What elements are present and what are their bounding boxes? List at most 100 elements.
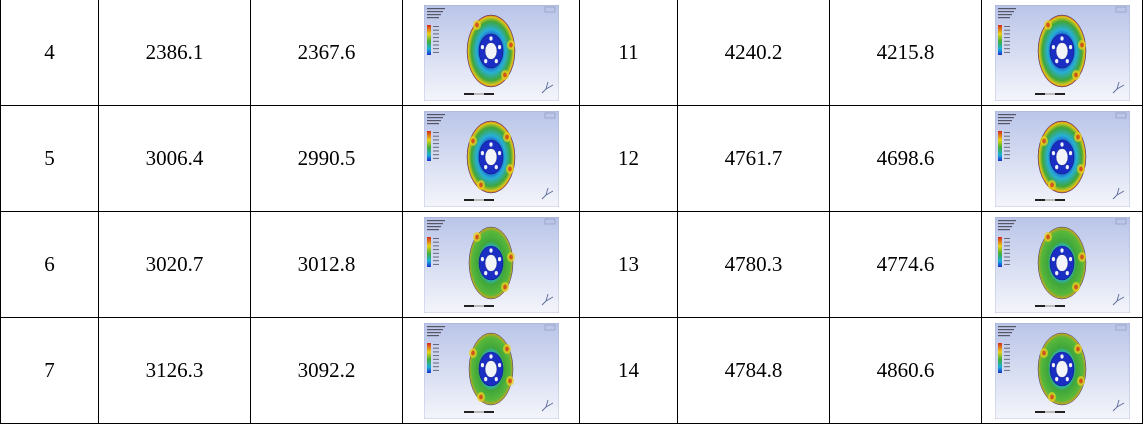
legend-label xyxy=(432,244,439,246)
mode-shape-image xyxy=(423,110,559,207)
frequency-value-cell: 4780.3 xyxy=(677,211,830,318)
header-text-line xyxy=(997,10,1014,12)
header-text-line xyxy=(997,228,1010,230)
legend-label xyxy=(1003,354,1010,356)
frequency-value-cell: 4215.8 xyxy=(829,0,982,106)
bolt-hole xyxy=(1051,256,1055,261)
stress-spot-core xyxy=(1049,394,1054,399)
logo-mark xyxy=(544,112,555,118)
header-text-line xyxy=(997,119,1012,121)
stress-spot-core xyxy=(1041,138,1046,143)
legend-label xyxy=(1003,369,1010,371)
legend-label xyxy=(432,36,439,38)
bolt-hole xyxy=(1054,164,1058,169)
mode-shape-image-cell xyxy=(981,317,1143,424)
center-bore xyxy=(1055,253,1068,272)
header-text-line xyxy=(426,325,445,327)
stress-spot-core xyxy=(1075,346,1080,351)
legend-label xyxy=(432,153,439,155)
axis-triad xyxy=(541,293,553,305)
axis-triad xyxy=(541,81,553,93)
bolt-hole xyxy=(483,270,487,275)
header-text-line xyxy=(997,219,1016,221)
center-bore xyxy=(1055,41,1068,60)
header-text-line xyxy=(426,116,443,118)
header-text-line xyxy=(426,122,439,124)
legend-label xyxy=(432,150,439,151)
header-text-line xyxy=(426,219,445,221)
frequency-value-cell: 2386.1 xyxy=(98,0,251,106)
scale-bar-segment xyxy=(463,304,474,307)
legend-label xyxy=(1003,131,1010,133)
logo-mark xyxy=(544,218,555,224)
stress-spot-core xyxy=(474,22,479,27)
mode-shape-image-cell xyxy=(981,105,1143,212)
frequency-value-cell: 4774.6 xyxy=(829,211,982,318)
scale-bar-segment xyxy=(463,410,474,413)
mode-shape-image-cell xyxy=(402,211,580,318)
legend-label xyxy=(432,29,439,31)
header-text-line xyxy=(426,113,445,115)
header-text-line xyxy=(426,7,445,9)
legend-label xyxy=(432,142,439,144)
stress-spot-core xyxy=(1045,234,1050,239)
legend-label xyxy=(432,350,439,352)
bolt-hole xyxy=(1059,141,1064,147)
logo-mark xyxy=(1115,112,1126,118)
scale-bar-segment xyxy=(483,92,494,95)
frequency-value-cell: 4698.6 xyxy=(829,105,982,212)
bolt-hole xyxy=(480,44,484,49)
bolt-hole xyxy=(1068,150,1072,155)
frequency-value-cell: 3020.7 xyxy=(98,211,251,318)
frequency-value-cell: 2990.5 xyxy=(250,105,403,212)
legend-label xyxy=(1003,362,1010,363)
stress-spot-core xyxy=(508,254,513,259)
mode-shape-image-cell xyxy=(402,105,580,212)
center-bore xyxy=(484,253,497,272)
stress-spot-core xyxy=(1079,254,1084,259)
axis-triad xyxy=(1112,81,1124,93)
stress-spot-core xyxy=(478,394,483,399)
mode-number-cell: 14 xyxy=(579,317,678,424)
axis-triad xyxy=(1112,399,1124,411)
scale-bar-segment xyxy=(1034,410,1045,413)
legend-label xyxy=(1003,350,1010,352)
legend-label xyxy=(432,358,439,360)
legend-label xyxy=(432,256,439,257)
scale-bar-segment xyxy=(1034,198,1045,201)
legend-label xyxy=(432,369,439,371)
header-text-line xyxy=(997,113,1016,115)
legend-label xyxy=(1003,237,1010,239)
bolt-hole xyxy=(497,362,501,367)
stress-spot-core xyxy=(1078,166,1083,171)
legend-label xyxy=(1003,358,1010,360)
mode-number-cell: 12 xyxy=(579,105,678,212)
bolt-hole xyxy=(1051,362,1055,367)
mode-shape-image-cell xyxy=(981,0,1143,106)
logo-mark xyxy=(544,324,555,330)
header-text-line xyxy=(426,222,443,224)
bolt-hole xyxy=(1068,256,1072,261)
scale-bar-segment xyxy=(1044,304,1055,307)
legend-label xyxy=(432,146,439,148)
bolt-hole xyxy=(480,256,484,261)
bolt-hole xyxy=(488,353,493,359)
center-bore xyxy=(1055,359,1068,378)
bolt-hole xyxy=(1051,150,1055,155)
scale-bar-segment xyxy=(483,304,494,307)
header-text-line xyxy=(997,325,1016,327)
legend-label xyxy=(1003,29,1010,31)
legend-label xyxy=(1003,36,1010,38)
header-text-line xyxy=(997,16,1010,18)
bolt-hole xyxy=(488,35,493,41)
legend-label xyxy=(1003,153,1010,155)
legend-label xyxy=(432,47,439,49)
stress-spot-core xyxy=(470,350,475,355)
header-text-line xyxy=(426,119,441,121)
scale-bar-segment xyxy=(473,198,484,201)
frequency-value-cell: 3092.2 xyxy=(250,317,403,424)
bolt-hole xyxy=(483,58,487,63)
color-legend xyxy=(426,24,431,55)
color-legend xyxy=(997,236,1002,267)
center-bore xyxy=(484,41,497,60)
